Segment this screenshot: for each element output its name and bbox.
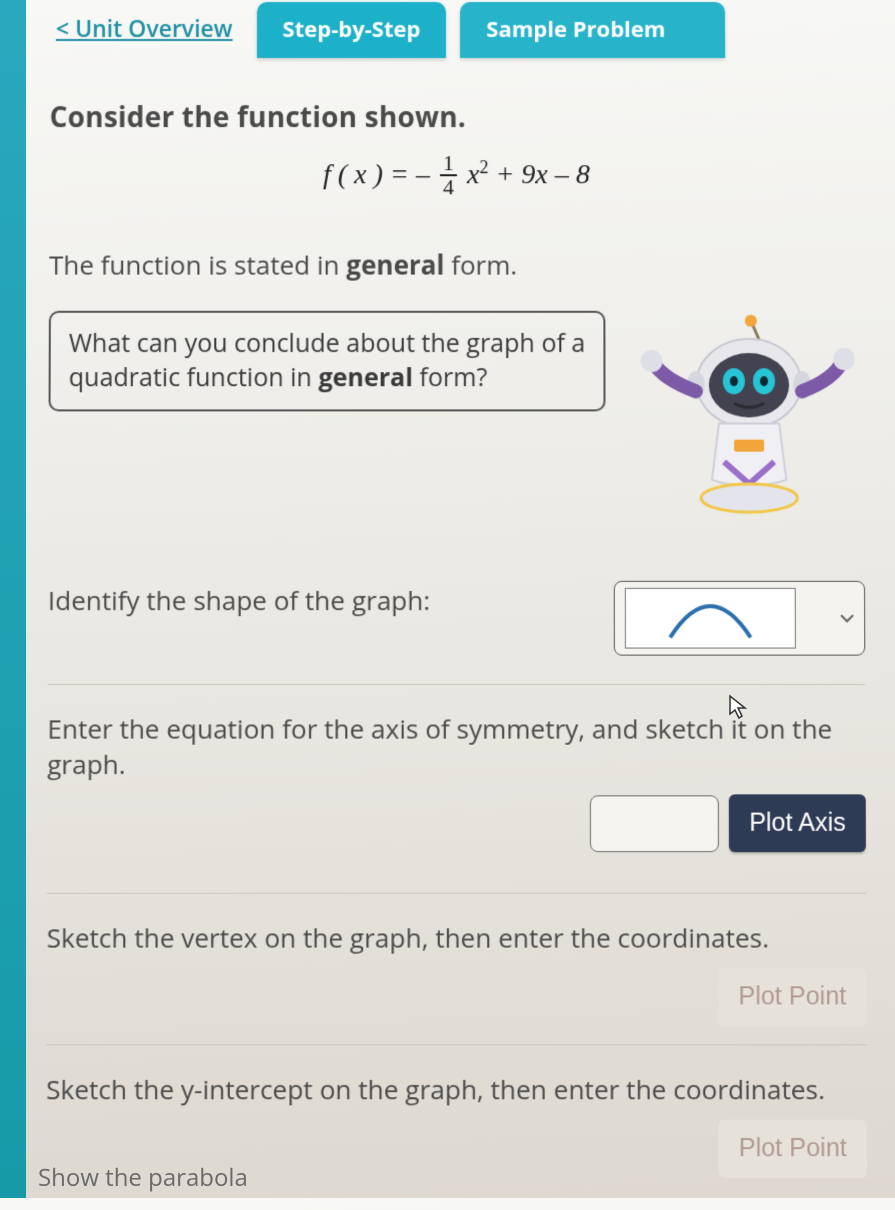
main-panel: Consider the function shown. f ( x ) = –…	[22, 58, 895, 1178]
divider-2	[47, 893, 866, 894]
bottom-cutoff-text: Show the parabola	[38, 1161, 248, 1194]
form-statement: The function is stated in general form.	[49, 246, 864, 282]
speech-line2a: quadratic function in	[69, 360, 319, 394]
vertex-prompt: Sketch the vertex on the graph, then ent…	[47, 920, 867, 956]
tab-step-by-step[interactable]: Step-by-Step	[256, 2, 446, 58]
divider-3	[46, 1045, 866, 1046]
statement-after: form.	[444, 246, 517, 282]
speech-line1: What can you conclude about the graph of…	[69, 326, 586, 360]
axis-prompt: Enter the equation for the axis of symme…	[47, 711, 866, 782]
plot-yint-button[interactable]: Plot Point	[718, 1120, 867, 1178]
divider-1	[48, 684, 866, 685]
eq-suffix: + 9x – 8	[488, 160, 590, 191]
shape-prompt: Identify the shape of the graph:	[48, 583, 430, 618]
eq-mid: x	[467, 160, 479, 191]
shape-preview	[625, 588, 796, 649]
plot-axis-button[interactable]: Plot Axis	[729, 795, 866, 853]
statement-before: The function is stated in	[49, 246, 346, 282]
eq-frac-num: 1	[440, 152, 457, 176]
robot-mascot	[633, 311, 854, 522]
eq-frac-den: 4	[440, 176, 457, 198]
top-tabs: < Unit Overview Step-by-Step Sample Prob…	[26, 0, 895, 58]
speech-row: What can you conclude about the graph of…	[48, 311, 865, 522]
eq-prefix: f ( x ) = –	[323, 160, 430, 191]
tab-sample-problem[interactable]: Sample Problem	[460, 2, 725, 58]
content-area: < Unit Overview Step-by-Step Sample Prob…	[21, 0, 895, 1210]
equation-display: f ( x ) = – 1 4 x2 + 9x – 8	[49, 154, 863, 200]
statement-bold: general	[346, 246, 444, 282]
problem-heading: Consider the function shown.	[50, 98, 864, 136]
axis-section: Enter the equation for the axis of symme…	[47, 711, 866, 874]
shape-question-row: Identify the shape of the graph:	[48, 583, 866, 656]
shape-select[interactable]	[614, 581, 866, 656]
unit-overview-link[interactable]: < Unit Overview	[56, 12, 233, 58]
speech-line2b: general	[318, 360, 413, 394]
yint-prompt: Sketch the y-intercept on the graph, the…	[46, 1072, 867, 1108]
axis-input[interactable]	[590, 795, 719, 852]
speech-line2c: form?	[413, 360, 487, 394]
axis-controls: Plot Axis	[47, 795, 866, 853]
eq-fraction: 1 4	[440, 152, 457, 198]
vertex-section: Sketch the vertex on the graph, then ent…	[46, 920, 866, 1026]
plot-vertex-button[interactable]: Plot Point	[718, 968, 866, 1026]
speech-bubble: What can you conclude about the graph of…	[49, 311, 606, 411]
chevron-down-icon	[838, 609, 856, 627]
